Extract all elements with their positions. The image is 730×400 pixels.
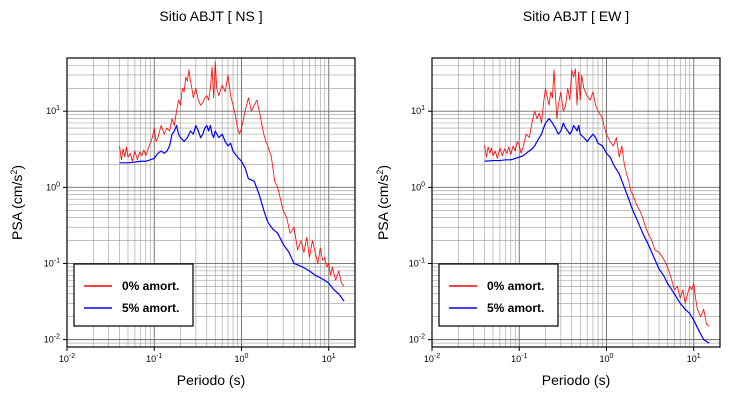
legend-label: 5% amort. [122, 301, 179, 315]
y-axis-label: PSA (cm/s2) [9, 165, 25, 240]
legend-label: 0% amort. [122, 279, 179, 293]
y-tick-label: 101 [46, 105, 60, 116]
y-tick-label: 10-1 [409, 257, 425, 268]
y-tick-label: 100 [46, 181, 60, 192]
y-tick-label: 101 [411, 105, 425, 116]
series-line-damping-5 [484, 117, 710, 344]
chart-title: Sitio ABJT [ NS ] [159, 8, 262, 24]
legend-label: 5% amort. [487, 301, 544, 315]
y-tick-label: 10-1 [44, 257, 60, 268]
y-axis-label: PSA (cm/s2) [375, 165, 391, 240]
y-tick-label: 100 [411, 181, 425, 192]
chart-title: Sitio ABJT [ EW ] [523, 8, 629, 24]
legend-box [73, 263, 194, 327]
y-tick-label: 10-2 [44, 334, 60, 345]
x-tick-label: 10-2 [59, 353, 75, 364]
chart-panel-0: 10-2 10-1 100 101 10-2 10-1 100 101 Sitio ABJT [… [9, 8, 356, 388]
x-tick-label: 10-1 [146, 353, 162, 364]
x-tick-label: 100 [235, 353, 249, 364]
legend: 0% amort. 5% amort. [438, 263, 559, 327]
plot-frame [431, 57, 721, 348]
legend: 0% amort. 5% amort. [73, 263, 194, 327]
series-line-damping-0 [119, 61, 345, 287]
x-tick-label: 10-1 [511, 353, 527, 364]
series-line-damping-5 [119, 124, 345, 302]
x-axis-label: Periodo (s) [542, 372, 610, 388]
x-tick-label: 101 [322, 353, 336, 364]
y-tick-label: 10-2 [409, 334, 425, 345]
x-tick-label: 101 [687, 353, 701, 364]
x-tick-label: 10-2 [424, 353, 440, 364]
x-tick-label: 100 [600, 353, 614, 364]
series-line-damping-0 [484, 68, 710, 327]
legend-box [438, 263, 559, 327]
legend-label: 0% amort. [487, 279, 544, 293]
chart-panel-1: 10-2 10-1 100 101 10-2 10-1 100 101 Sitio ABJT [… [375, 8, 721, 388]
plot-frame [66, 57, 356, 348]
x-axis-label: Periodo (s) [177, 372, 245, 388]
